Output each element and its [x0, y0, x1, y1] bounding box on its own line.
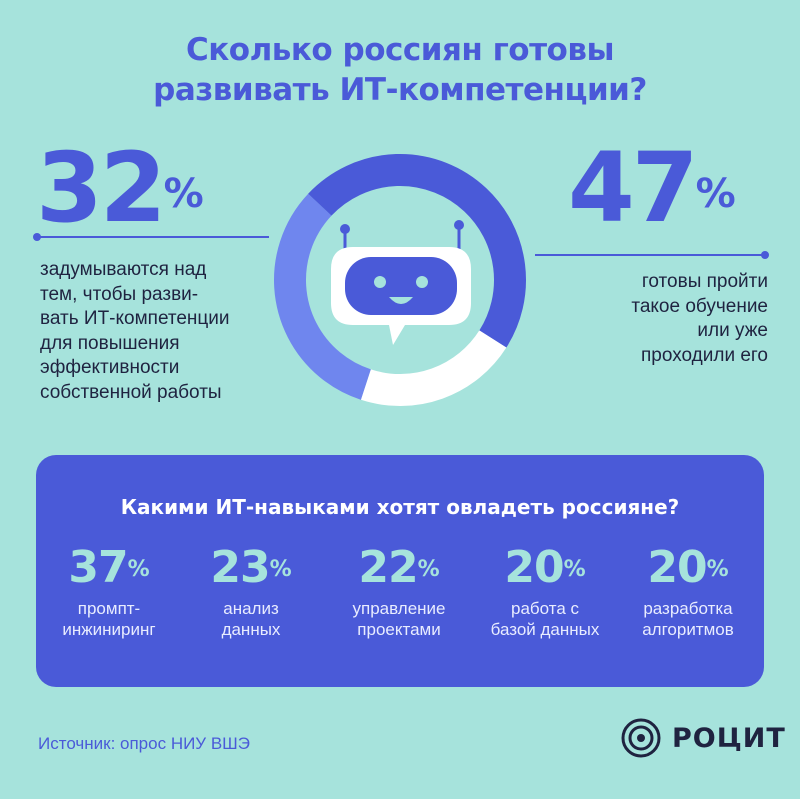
- robot-chat-icon: [331, 220, 471, 345]
- skill-item: 20% работа с базой данных: [470, 544, 620, 640]
- skill-label: промпт-инжиниринг: [62, 599, 156, 639]
- donut-segment-2: [274, 154, 526, 406]
- skill-value: 22%: [358, 542, 440, 593]
- skill-item: 37% промпт-инжиниринг: [34, 544, 184, 640]
- donut-segment-3: [274, 154, 526, 406]
- page-title: Сколько россиян готовы развивать ИТ-комп…: [0, 30, 800, 110]
- title-line-2: развивать ИТ-компетенции?: [153, 72, 647, 108]
- right-stat-value: 47%: [568, 132, 736, 244]
- rocit-logo-icon: [621, 718, 661, 758]
- skill-item: 20% разработка алгоритмов: [613, 544, 763, 640]
- skills-panel: [36, 455, 764, 687]
- left-stat-value: 32%: [36, 132, 204, 244]
- skill-item: 23% анализ данных: [176, 544, 326, 640]
- skill-label: работа с базой данных: [490, 599, 600, 639]
- skill-value: 23%: [210, 542, 292, 593]
- source-note: Источник: опрос НИУ ВШЭ: [38, 734, 250, 753]
- brand-name: РОЦИТ: [672, 722, 786, 754]
- right-connector-dot: [761, 251, 769, 259]
- skills-title: Какими ИТ-навыками хотят овладеть россия…: [120, 495, 680, 519]
- left-connector-line: [37, 236, 269, 238]
- skill-label: управление проектами: [352, 599, 446, 639]
- skill-item: 22% управление проектами: [324, 544, 474, 640]
- skill-value: 20%: [647, 542, 729, 593]
- skill-label: анализ данных: [221, 599, 281, 639]
- right-stat-description: готовы пройти такое обучение или уже про…: [631, 271, 768, 366]
- left-stat-description: задумываются над тем, чтобы разви- вать …: [40, 259, 230, 403]
- right-connector-line: [535, 254, 765, 256]
- donut-chart: [274, 154, 526, 406]
- skill-label: разработка алгоритмов: [642, 599, 734, 639]
- skill-value: 37%: [68, 542, 150, 593]
- brand-logo: РОЦИТ: [620, 716, 786, 760]
- skill-value: 20%: [504, 542, 586, 593]
- title-line-1: Сколько россиян готовы: [185, 32, 615, 68]
